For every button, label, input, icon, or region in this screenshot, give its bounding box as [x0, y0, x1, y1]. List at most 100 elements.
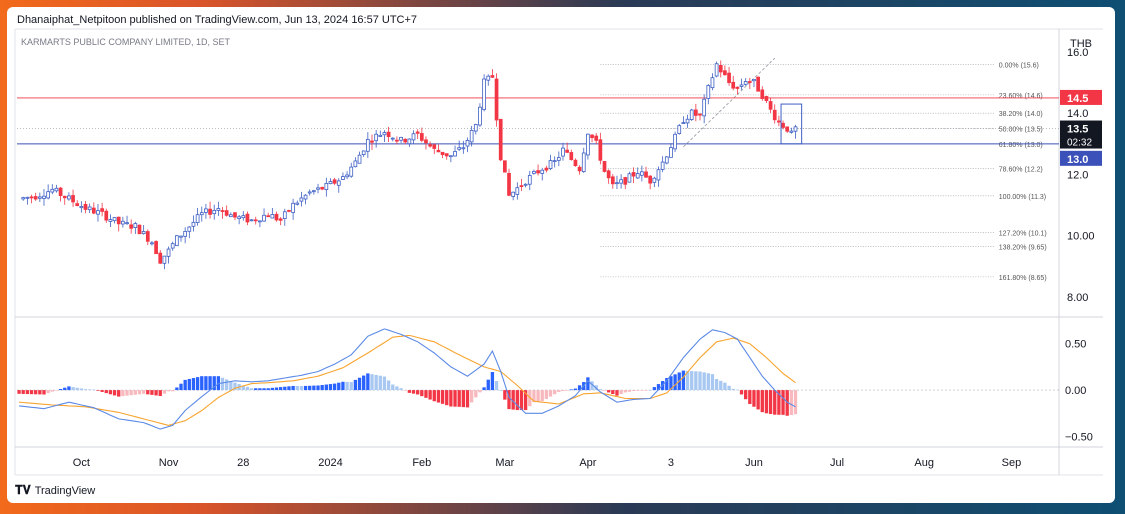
candle-body	[336, 180, 341, 186]
candle-body	[295, 202, 300, 205]
candle-body	[648, 175, 653, 184]
macd-histogram-bar	[449, 390, 453, 407]
candle	[689, 108, 694, 121]
candle	[482, 74, 486, 112]
candle	[195, 207, 200, 226]
time-tick-label: 2024	[318, 457, 342, 469]
macd-histogram-bar	[403, 390, 407, 391]
macd-histogram-bar	[258, 388, 262, 391]
macd-histogram-bar	[494, 381, 499, 391]
candle	[33, 192, 38, 201]
horizontal-levels[interactable]	[17, 97, 1059, 145]
macd-tick-label: 0.00	[1065, 385, 1086, 397]
macd-histogram-bar	[544, 390, 549, 399]
candle	[312, 189, 316, 195]
macd-histogram-bar	[453, 390, 457, 407]
candle	[681, 116, 686, 125]
macd-histogram-bar	[303, 385, 308, 391]
macd-histogram-bar	[162, 390, 167, 394]
macd-histogram-bar	[287, 386, 291, 391]
candle	[565, 142, 569, 154]
macd-histogram-bar	[100, 390, 104, 392]
candle-body	[469, 129, 474, 143]
macd-histogram-bar	[229, 381, 233, 391]
fib-level-label: 50.00% (13.5)	[999, 127, 1043, 134]
candle	[702, 94, 707, 124]
candle	[548, 154, 553, 171]
macd-histogram-bar	[17, 390, 21, 394]
macd-histogram-bar	[735, 389, 740, 391]
candle-body	[374, 133, 379, 142]
candle	[145, 229, 150, 246]
candle-body	[731, 81, 736, 89]
candle-body	[565, 149, 569, 153]
candle	[677, 124, 682, 135]
candle	[274, 211, 279, 222]
currency-label[interactable]: THB	[1070, 38, 1092, 50]
candle-body	[71, 195, 75, 203]
fib-level-label: 0.00% (15.6)	[999, 62, 1039, 69]
macd-histogram-bar	[457, 390, 461, 407]
candle-body	[75, 203, 80, 206]
candle-body	[714, 63, 719, 77]
candle	[473, 123, 478, 135]
candle	[756, 76, 760, 92]
candle-body	[29, 196, 34, 199]
macd-histogram-bar	[83, 389, 88, 391]
candle-body	[328, 181, 333, 185]
macd-histogram-bar	[312, 385, 316, 391]
candle-body	[428, 144, 432, 147]
candle-body	[739, 84, 744, 87]
candle	[386, 126, 391, 143]
time-tick-label: Mar	[495, 457, 514, 469]
macd-histogram-bar	[54, 390, 59, 391]
candle-body	[199, 212, 204, 216]
candle-body	[216, 208, 221, 211]
candle	[465, 137, 470, 153]
candle-body	[407, 138, 412, 145]
candle	[644, 166, 648, 178]
candle-body	[287, 209, 291, 212]
candle-body	[150, 242, 154, 245]
macd-histogram-bar	[445, 390, 449, 406]
macd-pane[interactable]	[17, 328, 1059, 430]
candle-body	[473, 124, 478, 132]
candle-body	[179, 235, 183, 238]
candle-body	[141, 231, 146, 235]
candlestick-series[interactable]	[21, 60, 803, 270]
macd-histogram-bar	[63, 387, 67, 391]
macd-histogram-bar	[187, 378, 191, 391]
chart-canvas[interactable]: KARMARTS PUBLIC COMPANY LIMITED, 1D, SET…	[7, 7, 1115, 503]
macd-histogram-bar	[411, 390, 416, 394]
fibonacci-retracement[interactable]: 0.00% (15.6) 23.60% (14.6) 38.20% (14.0) 50…	[600, 57, 1047, 282]
candle	[249, 219, 254, 222]
candle	[67, 192, 71, 201]
macd-histogram-bar	[623, 390, 627, 393]
signal-line	[19, 334, 796, 426]
candle-body	[382, 132, 387, 136]
candle-body	[96, 210, 100, 215]
tradingview-brand: TradingView	[34, 484, 96, 497]
candle	[640, 165, 644, 182]
macd-histogram-bar	[320, 385, 324, 391]
candle-body	[83, 203, 88, 210]
macd-histogram-bar	[748, 390, 752, 405]
candle	[278, 217, 283, 226]
candle-body	[760, 89, 765, 99]
last-price-badge-bg	[1060, 120, 1102, 149]
candle	[183, 227, 188, 244]
candle-body	[33, 196, 38, 200]
candle	[515, 182, 520, 200]
candle	[282, 208, 287, 226]
price-tick-label: 12.0	[1067, 169, 1088, 181]
candle-body	[698, 113, 702, 116]
macd-histogram-bar	[553, 390, 557, 395]
candle	[241, 211, 246, 221]
macd-histogram-bar	[698, 371, 702, 391]
macd-histogram-bar	[702, 372, 706, 391]
candle	[536, 164, 540, 176]
candle-body	[62, 195, 67, 199]
chart-frame: Dhanaiphat_Netpitoon published on Tradin…	[7, 7, 1115, 503]
candle	[407, 138, 412, 147]
selection-box	[780, 103, 803, 145]
